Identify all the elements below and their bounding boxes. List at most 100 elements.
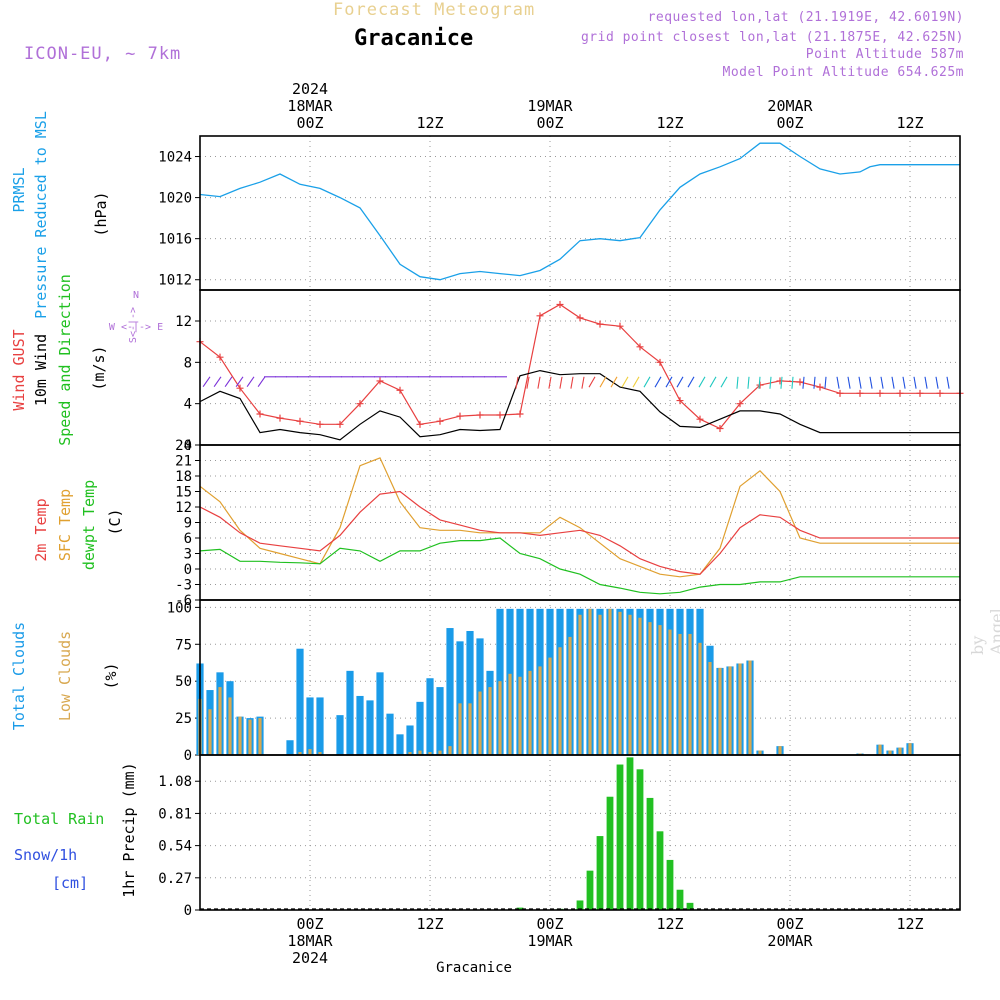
low-cloud-bar xyxy=(218,687,222,755)
point-altitude: Point Altitude 587m xyxy=(805,47,964,62)
rain-label: Total Rain xyxy=(14,810,104,828)
wind-direction-arrow xyxy=(515,376,519,389)
pressure-label: Pressure Reduced to MSL xyxy=(32,111,50,319)
low-cloud-bar xyxy=(518,676,522,755)
low-cloud-bar xyxy=(758,750,762,755)
wind-direction-arrow xyxy=(813,376,816,389)
low-cloud-bar xyxy=(498,681,502,755)
low-cloud-bar xyxy=(308,749,312,755)
total-cloud-bar xyxy=(296,648,304,755)
compass-we: W <-|-> E xyxy=(109,322,163,333)
wind-direction-arrow xyxy=(676,376,684,388)
dewpt-label: dewpt Temp xyxy=(80,480,98,570)
total-cloud-bar xyxy=(466,631,474,755)
wind-direction-arrow xyxy=(621,376,629,388)
low-cloud-bar xyxy=(738,663,742,755)
gust-marker xyxy=(776,377,784,385)
temp2m-series-line xyxy=(199,490,960,575)
y-tick-label: 100 xyxy=(167,600,192,616)
wind-direction-arrow xyxy=(758,376,761,389)
gust-marker xyxy=(856,389,864,397)
clouds-unit: (%) xyxy=(102,662,120,689)
wind-direction-arrow xyxy=(924,376,928,389)
top-date-label: 20MAR xyxy=(767,97,813,115)
y-tick-label: 0 xyxy=(184,562,192,578)
total-cloud-bar xyxy=(396,734,404,755)
wind-direction-arrow xyxy=(902,376,906,389)
sfc-temp-series-line xyxy=(199,457,960,578)
wind-direction-arrow xyxy=(581,376,585,389)
low-cloud-bar xyxy=(708,662,712,755)
y-tick-label: 12 xyxy=(175,314,192,330)
low-cloud-bar xyxy=(608,608,612,755)
temp-unit: (C) xyxy=(106,508,124,535)
low-cloud-bar xyxy=(888,750,892,755)
y-tick-label: 1012 xyxy=(158,273,192,289)
wind-direction-arrow xyxy=(257,376,266,387)
gust-marker xyxy=(556,300,564,308)
low-cloud-bar xyxy=(568,636,572,755)
low-cloud-bar xyxy=(228,697,232,755)
total-cloud-bar xyxy=(446,628,454,755)
wind-direction-arrow xyxy=(935,376,939,389)
wind-direction-arrow xyxy=(736,376,739,389)
top-date-label: 2024 xyxy=(292,80,328,98)
wind-direction-arrow xyxy=(891,376,895,389)
total-cloud-bar xyxy=(336,715,344,755)
gust-marker xyxy=(496,411,504,419)
y-tick-label: 1016 xyxy=(158,232,192,248)
gust-marker xyxy=(716,424,724,432)
gust-marker xyxy=(356,400,364,408)
y-tick-label: 3 xyxy=(184,547,192,563)
low-cloud-bar xyxy=(778,746,782,755)
rain-bar xyxy=(606,796,614,910)
wind-direction-arrow xyxy=(570,376,574,389)
total-cloud-bar xyxy=(456,641,464,755)
y-tick-label: 21 xyxy=(175,454,192,470)
low-cloud-bar xyxy=(558,647,562,755)
low-cloud-bar xyxy=(318,752,322,755)
y-tick-label: 0.81 xyxy=(158,806,192,822)
rain-bar xyxy=(616,764,624,910)
model-altitude: Model Point Altitude 654.625m xyxy=(722,65,964,80)
wind-direction-arrow xyxy=(769,376,772,389)
wind-direction-arrow xyxy=(858,376,862,389)
wind-direction-arrow xyxy=(802,376,805,389)
total-cloud-bar xyxy=(316,697,324,755)
y-tick-label: 6 xyxy=(184,531,192,547)
precip-unit: 1hr Precip (mm) xyxy=(120,762,138,897)
low-cloud-bar xyxy=(908,743,912,755)
compass-north: N xyxy=(133,290,139,301)
wind-direction-arrow xyxy=(665,376,673,388)
gust-marker xyxy=(916,389,924,397)
gust-marker xyxy=(436,417,444,425)
low-cloud-bar xyxy=(438,750,442,755)
y-tick-label: 0 xyxy=(184,748,192,764)
low-cloud-bar xyxy=(668,629,672,755)
total-cloud-bar xyxy=(376,672,384,755)
gust-marker xyxy=(516,410,524,418)
wind-direction-arrow xyxy=(559,376,563,389)
gust-marker xyxy=(636,343,644,351)
low-cloud-bar xyxy=(898,747,902,755)
total-cloud-bar xyxy=(346,670,354,755)
y-tick-label: 12 xyxy=(175,500,192,516)
gust-marker xyxy=(316,420,324,428)
y-tick-label: -6 xyxy=(175,593,192,609)
top-noon-label: 12Z xyxy=(656,114,683,132)
y-tick-label: 1.08 xyxy=(158,774,192,790)
gust-marker xyxy=(596,320,604,328)
gust-marker xyxy=(656,358,664,366)
y-tick-label: 9 xyxy=(184,516,192,532)
y-tick-label: -3 xyxy=(175,578,192,594)
gust-marker xyxy=(576,314,584,322)
bottom-noon-label: 12Z xyxy=(656,915,683,933)
compass-ns: S<-|-> xyxy=(128,307,139,343)
gust-marker xyxy=(936,389,944,397)
y-tick-label: 50 xyxy=(175,674,192,690)
requested-coords: requested lon,lat (21.1919E, 42.6019N) xyxy=(647,10,964,25)
gust-marker xyxy=(256,410,264,418)
low-cloud-bar xyxy=(548,657,552,755)
wind-unit: (m/s) xyxy=(90,345,108,390)
